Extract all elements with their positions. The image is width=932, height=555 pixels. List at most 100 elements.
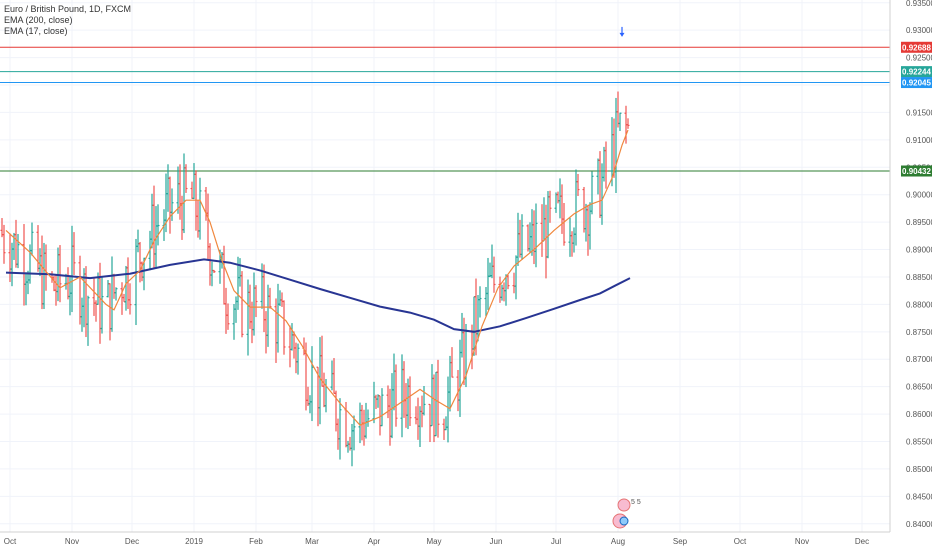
ohlc-bar [390,373,394,439]
time-tick-label: Sep [673,537,688,546]
ohlc-bar [274,298,278,363]
ohlc-bar [374,394,378,410]
ohlc-bar [388,388,392,446]
ohlc-bar [574,169,578,246]
ohlc-bar [418,406,422,447]
ohlc-bar [30,222,34,256]
level-price-tag: 0.92045 [901,77,932,89]
ohlc-bar [268,287,272,309]
ema-200-label[interactable]: EMA (200, close) [4,15,73,25]
ohlc-bar [554,192,558,213]
time-tick-label: May [426,537,441,546]
time-tick-label: Oct [734,537,747,546]
ohlc-bar [254,285,258,318]
ohlc-bar [276,283,280,353]
ohlc-bar [250,301,254,344]
ohlc-bar [500,284,504,301]
ohlc-bar [198,177,202,240]
ohlc-bar [460,312,464,358]
ohlc-bar [112,273,116,299]
ohlc-bar [338,398,342,460]
ohlc-bar [86,295,90,346]
ohlc-bar [52,275,56,292]
ohlc-bar [306,386,310,406]
time-tick-label: Jun [490,537,503,546]
grid-lines [0,0,890,532]
level-tag-background [901,165,932,177]
time-axis[interactable]: Oct Nov Dec 2019 Feb Mar Apr May Jun Jul Aug Sep Oct… [4,537,869,546]
ohlc-bar [170,188,174,221]
ohlc-bar [178,164,182,220]
level-tag-background [901,66,932,78]
ohlc-bar [478,286,482,318]
ohlc-bar [484,287,488,317]
ohlc-bar [432,374,436,443]
ohlc-bar [436,359,440,438]
ohlc-bar [462,317,466,386]
ohlc-bar [626,118,630,129]
ohlc-bar [518,219,522,258]
ohlc-bar [168,176,172,234]
ohlc-bar [492,256,496,293]
level-tag-text: 0.92045 [902,79,931,88]
ema-17-line [5,129,629,426]
ohlc-bar [358,402,362,444]
level-labels: 0.92688 0.92244 0.92045 0.90432 [901,41,932,177]
time-axis-background [0,532,932,550]
ohlc-bar [282,300,286,355]
time-tick-label: Apr [368,537,381,546]
ohlc-bar [534,203,538,268]
ohlc-bar [502,282,506,302]
ohlc-bar [128,283,132,315]
ohlc-bar [408,376,412,426]
ohlc-bar [422,385,426,416]
chart-legend: Euro / British Pound, 1D, FXCM EMA (200,… [4,4,131,37]
time-tick-label: Feb [249,537,263,546]
symbol-title[interactable]: Euro / British Pound, 1D, FXCM [4,4,132,14]
ohlc-bar [576,173,580,196]
ohlc-bar [210,261,214,287]
ohlc-bar [380,388,384,427]
price-bars [0,91,630,467]
event-circle-icon [617,498,631,512]
ohlc-bar [530,209,534,256]
ohlc-bar [8,233,12,282]
ohlc-bar [138,241,142,283]
ohlc-bar [572,227,576,253]
ohlc-bar [58,245,62,303]
ohlc-bar [2,224,6,264]
ohlc-bar [558,178,562,219]
ohlc-bar [266,284,270,347]
ohlc-bar [290,323,294,351]
level-price-tag: 0.90432 [901,165,932,177]
ohlc-bar [598,151,602,218]
ohlc-bar [540,204,544,257]
level-price-tag: 0.92688 [901,41,932,53]
ohlc-bar [618,112,622,132]
ohlc-bar [520,214,524,260]
ohlc-bar [488,262,492,278]
ohlc-bar [310,346,314,422]
ohlc-bar [458,339,462,417]
event-circle-icon [619,516,629,526]
ohlc-bar [224,287,228,334]
ohlc-bar [308,395,312,414]
ohlc-bar [16,233,20,269]
ohlc-bar [238,258,242,287]
ohlc-bar [182,153,186,234]
time-tick-label: Aug [611,537,625,546]
ohlc-bar [586,204,590,256]
ohlc-bar [516,212,520,266]
ema-17-label[interactable]: EMA (17, close) [4,26,68,36]
ohlc-bar [416,397,420,440]
ohlc-bar [322,372,326,408]
